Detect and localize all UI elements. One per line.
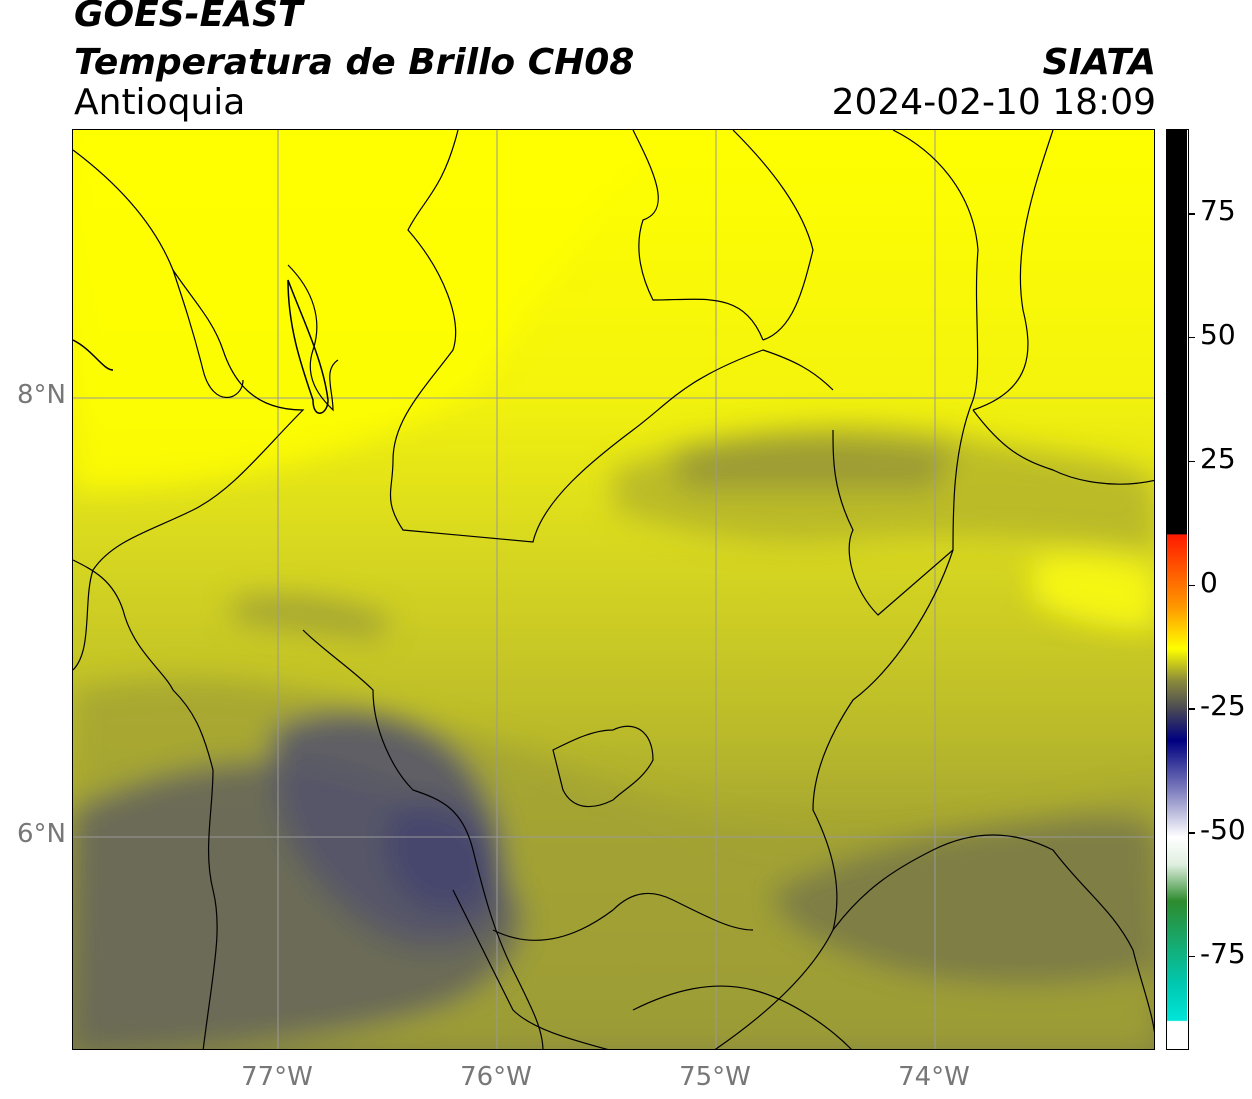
colorbar-tick [1189,584,1195,587]
colorbar-tick-label: -75 [1200,936,1246,970]
map-grid [73,130,1154,1049]
lat-label-8: 8°N [17,380,66,410]
colorbar-tick-label: 75 [1200,194,1236,228]
map-canvas [73,130,1154,1049]
temperature-map[interactable] [72,129,1155,1050]
colorbar-tick-label: 25 [1200,441,1236,475]
timestamp-label: 2024-02-10 18:09 [831,82,1156,123]
colorbar-tick [1189,336,1195,339]
colorbar-tick-label: -25 [1200,689,1246,723]
satellite-title: GOES-EAST [74,0,303,35]
colorbar-tick [1189,955,1195,958]
lon-label-77: 77°W [241,1062,313,1092]
colorbar-gradient [1167,130,1187,1048]
colorbar-tick [1189,832,1195,834]
product-title: Temperatura de Brillo CH08 [74,42,635,83]
region-title: Antioquia [74,82,246,123]
colorbar-tick-label: 0 [1200,565,1218,599]
colorbar [1166,129,1189,1050]
lon-label-75: 75°W [679,1062,751,1092]
colorbar-tick [1189,708,1195,710]
lon-label-74: 74°W [898,1062,970,1092]
lat-label-6: 6°N [17,819,66,849]
colorbar-tick-label: -50 [1200,813,1246,847]
coastline [73,279,329,414]
lon-label-76: 76°W [460,1062,532,1092]
organization-label: SIATA [1042,42,1156,83]
colorbar-tick [1189,460,1195,463]
colorbar-tick [1189,213,1195,215]
colorbar-tick-label: 50 [1200,317,1236,351]
department-borders [73,130,1154,1049]
